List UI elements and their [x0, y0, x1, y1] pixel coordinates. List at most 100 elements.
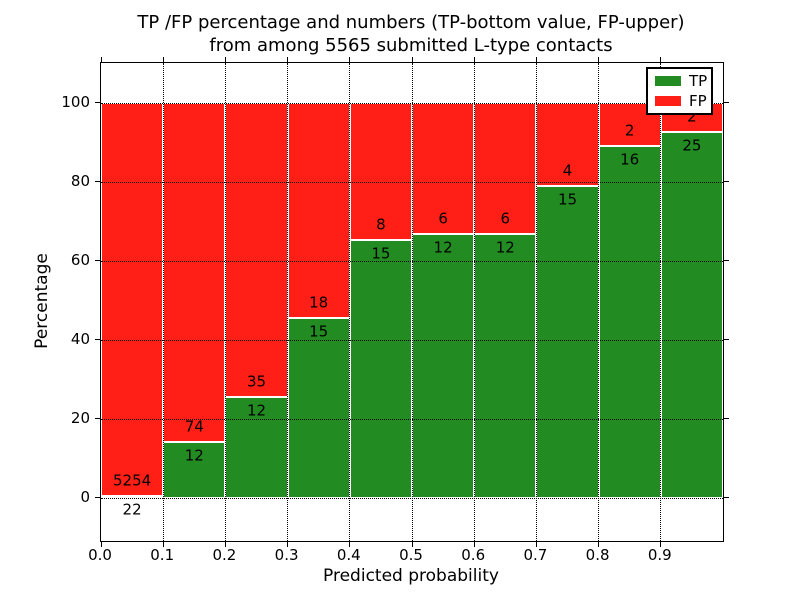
x-axis-label: Predicted probability	[323, 566, 499, 586]
y-tick-mark-left	[95, 339, 100, 341]
legend-swatch-fp	[655, 96, 681, 106]
x-tick-mark-bottom	[100, 542, 102, 547]
fp-count-label: 18	[309, 293, 329, 312]
fp-count-label: 4	[562, 161, 573, 180]
chart-title: TP /FP percentage and numbers (TP-bottom…	[100, 11, 722, 57]
tp-count-label: 15	[309, 322, 329, 341]
legend-label-tp: TP	[689, 72, 708, 90]
x-tick-mark-bottom	[224, 542, 226, 547]
chart-title-line1: TP /FP percentage and numbers (TP-bottom…	[137, 12, 685, 33]
tp-bar-segment	[225, 396, 288, 498]
fp-count-label: 35	[246, 372, 267, 391]
x-tick-mark-bottom	[598, 542, 600, 547]
v-gridline	[287, 63, 289, 541]
y-tick-label: 60	[70, 250, 90, 269]
x-tick-label: 0.4	[336, 546, 361, 564]
x-tick-mark-bottom	[660, 542, 662, 547]
tp-count-label: 16	[620, 150, 640, 169]
tp-count-label: 22	[122, 500, 142, 519]
tp-bar-segment	[412, 234, 475, 498]
y-tick-label: 40	[70, 329, 90, 348]
y-tick-label: 100	[61, 92, 90, 111]
y-tick-mark-left	[95, 181, 100, 182]
fp-count-label: 6	[500, 209, 511, 228]
fp-count-label: 74	[184, 417, 204, 436]
plot-area: 5254 22 74 12 35 12 18 15 8 15 6 12 6 12 4 15 2 16 2 25	[95, 57, 729, 547]
tp-bar-segment	[349, 239, 412, 498]
tp-count-label: 12	[495, 238, 515, 257]
y-tick-mark-left	[95, 260, 100, 262]
tp-bar-segment	[287, 317, 350, 498]
x-tick-mark-top	[224, 57, 226, 62]
fp-bar-segment	[287, 102, 350, 318]
v-gridline	[535, 63, 537, 541]
x-tick-mark-top	[162, 57, 164, 62]
x-tick-label: 0.5	[399, 546, 423, 564]
tp-count-label: 12	[433, 238, 453, 257]
tp-bar-segment	[660, 131, 723, 498]
tp-count-label: 12	[246, 401, 267, 420]
legend-entry-tp: TP	[655, 72, 708, 90]
x-tick-mark-bottom	[162, 542, 164, 547]
v-gridline	[660, 63, 662, 541]
fp-count-label: 5254	[113, 471, 152, 490]
x-tick-mark-top	[100, 57, 102, 62]
tp-count-label: 25	[682, 136, 702, 155]
y-tick-mark-right	[724, 339, 729, 341]
x-tick-mark-top	[660, 57, 662, 62]
fp-count-label: 2	[687, 107, 697, 126]
tp-count-label: 12	[184, 446, 204, 465]
x-tick-label: 0.0	[88, 546, 112, 564]
y-tick-mark-right	[724, 260, 729, 262]
tp-bar-segment	[536, 185, 599, 498]
tp-bar-segment	[163, 442, 226, 498]
fp-bar-segment	[536, 102, 599, 186]
v-gridline	[411, 63, 413, 541]
chart-title-line2: from among 5565 submitted L-type contact…	[209, 35, 613, 56]
legend: TP FP	[646, 67, 713, 115]
x-tick-mark-bottom	[287, 542, 289, 547]
v-gridline	[349, 63, 351, 541]
y-tick-mark-right	[724, 418, 729, 420]
y-tick-mark-left	[95, 497, 100, 499]
x-tick-label: 0.1	[150, 546, 175, 564]
legend-entry-fp: FP	[655, 92, 707, 110]
y-tick-label: 20	[70, 408, 90, 427]
legend-label-fp: FP	[689, 92, 707, 110]
y-tick-mark-left	[95, 102, 100, 103]
x-tick-label: 0.8	[585, 546, 610, 564]
x-tick-mark-top	[287, 57, 289, 62]
fp-bar-segment	[101, 102, 164, 496]
x-tick-mark-bottom	[349, 542, 351, 547]
y-tick-label: 0	[80, 487, 90, 506]
fp-count-label: 2	[624, 121, 635, 140]
fp-count-label: 6	[438, 209, 448, 228]
x-tick-mark-top	[349, 57, 351, 62]
x-tick-mark-top	[411, 57, 413, 62]
fp-count-label: 8	[376, 215, 386, 234]
fp-bar-segment	[474, 102, 537, 235]
x-tick-mark-bottom	[535, 542, 537, 547]
x-tick-mark-top	[598, 57, 600, 62]
y-tick-mark-right	[724, 497, 729, 499]
y-tick-mark-left	[95, 418, 100, 420]
legend-swatch-tp	[655, 76, 681, 86]
v-gridline	[598, 63, 600, 541]
tp-bar-segment	[598, 146, 661, 498]
tp-count-label: 15	[371, 244, 391, 263]
tp-bar-segment	[101, 495, 164, 498]
x-tick-mark-bottom	[473, 542, 475, 547]
x-tick-mark-top	[535, 57, 537, 62]
y-tick-mark-right	[724, 102, 729, 103]
x-tick-label: 0.2	[212, 546, 237, 564]
tp-count-label: 15	[557, 190, 578, 209]
x-tick-label: 0.7	[523, 546, 548, 564]
x-tick-label: 0.6	[461, 546, 486, 564]
x-tick-mark-top	[473, 57, 475, 62]
y-tick-mark-right	[724, 181, 729, 182]
x-tick-mark-bottom	[411, 542, 413, 547]
tp-bar-segment	[474, 234, 537, 498]
fp-bar-segment	[225, 102, 288, 397]
v-gridline	[162, 63, 164, 541]
